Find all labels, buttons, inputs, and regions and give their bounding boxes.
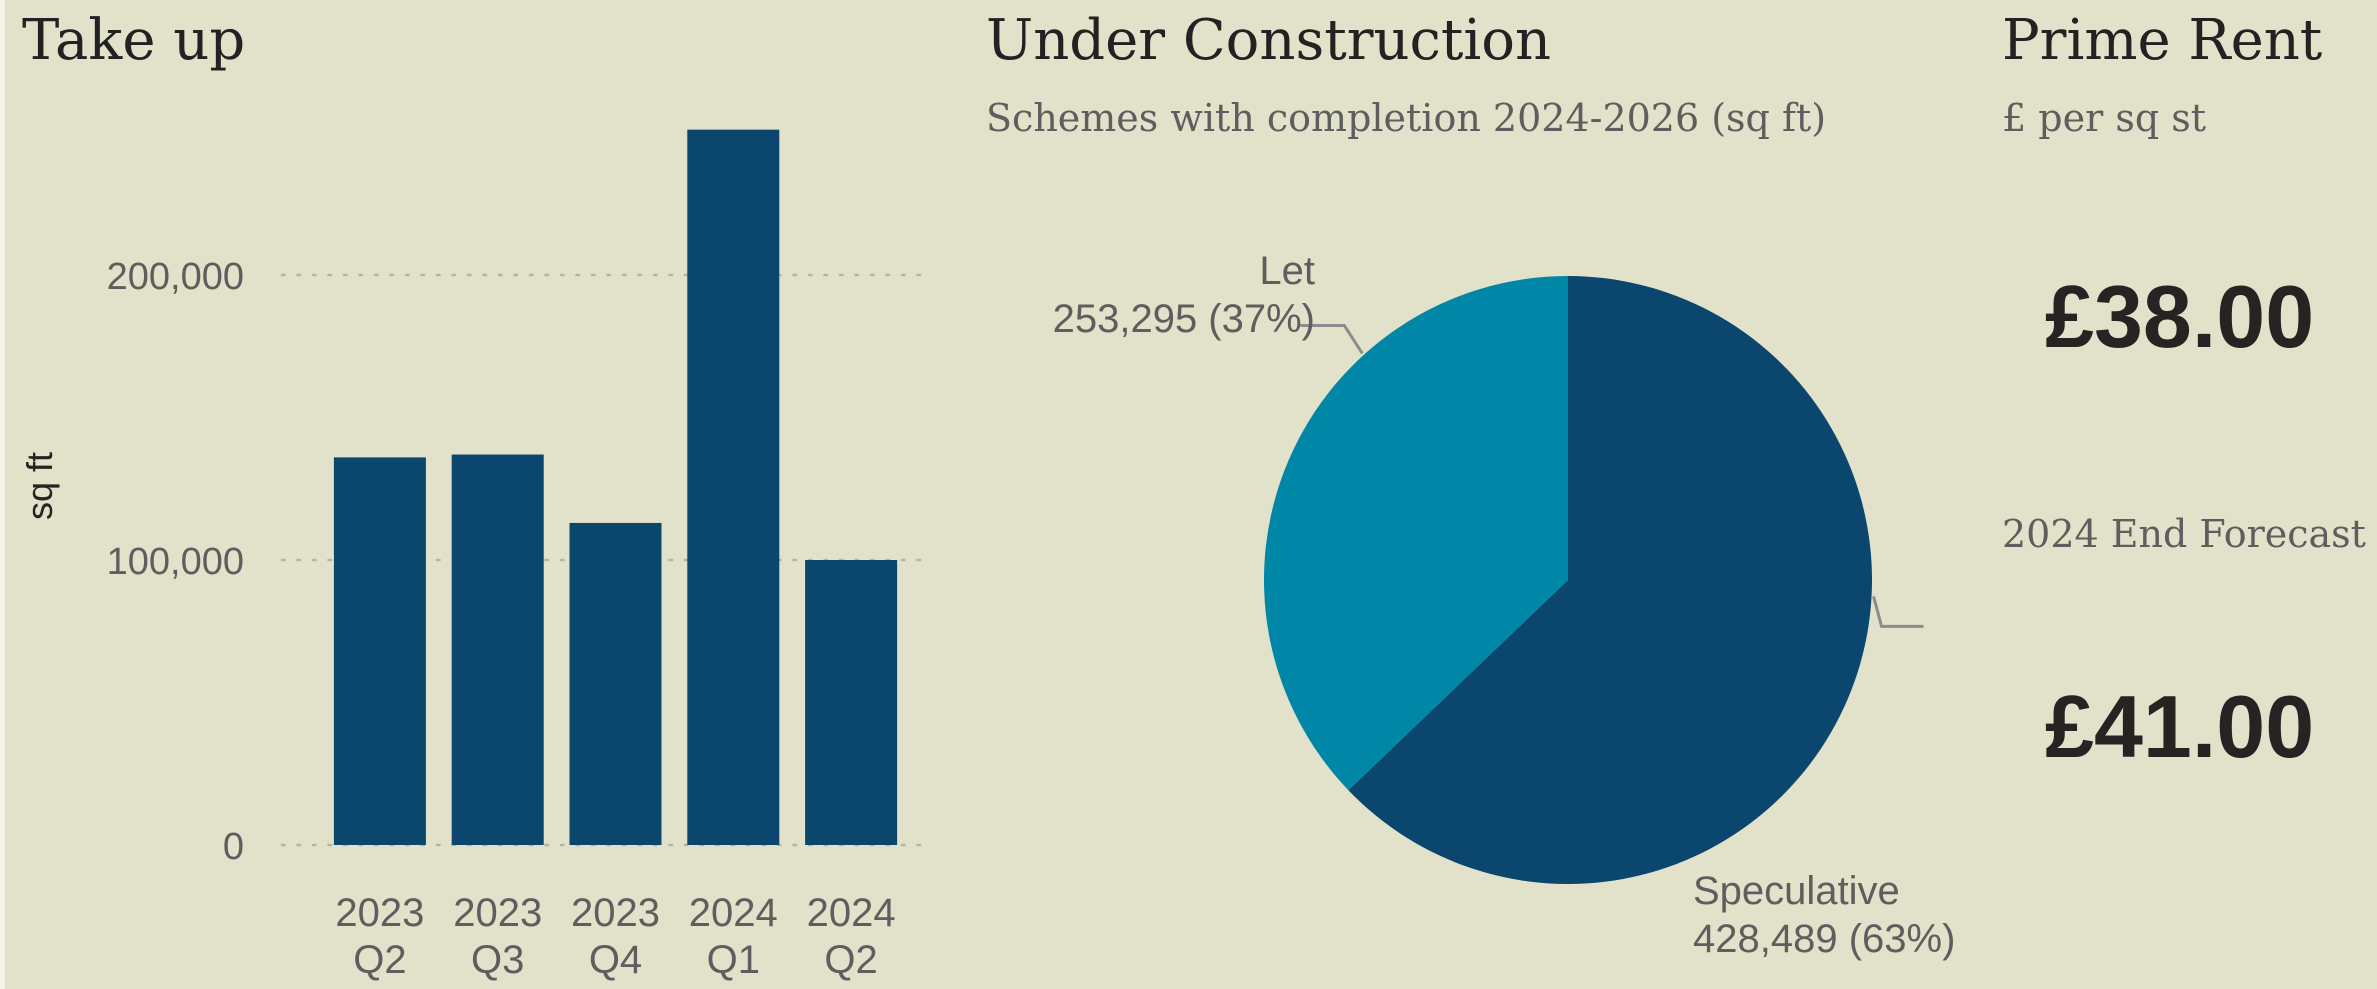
prime-rent-current-value: £38.00 [2045,267,2315,366]
x-tick-label: Q2 [824,938,877,982]
x-tick-label: 2024 [807,891,896,935]
leader-line [1300,323,1364,355]
slice-label: Speculative [1693,869,1900,913]
x-tick-label: Q2 [353,938,406,982]
forecast-label: 2024 End Forecast [2002,512,2366,556]
x-tick-label: 2023 [335,891,424,935]
x-tick-label: 2024 [689,891,778,935]
leader-line [1872,596,1924,628]
bar[interactable] [569,522,662,845]
x-tick-label: Q4 [589,938,642,982]
slice-value-label: 253,295 (37%) [1053,297,1315,341]
bar[interactable] [451,454,544,845]
x-tick-label: 2023 [453,891,542,935]
take-up-title: Take up [22,8,246,73]
x-tick-label: Q3 [471,938,524,982]
under-construction-title: Under Construction [986,8,1552,73]
slice-label: Let [1259,249,1315,293]
bar[interactable] [687,129,780,845]
x-tick-label: Q1 [707,938,760,982]
pie-slice[interactable] [1264,276,1568,791]
bar[interactable] [333,457,426,845]
prime-rent-title: Prime Rent [2002,8,2323,73]
y-axis-label: sq ft [19,452,60,520]
x-tick-label: 2023 [571,891,660,935]
y-tick-label: 200,000 [107,256,244,298]
left-edge-strip [0,0,5,989]
bar[interactable] [805,560,898,845]
prime-rent-subtitle: £ per sq st [2002,96,2206,140]
slice-value-label: 428,489 (63%) [1693,917,1955,961]
prime-rent-forecast-value: £41.00 [2045,677,2315,776]
y-tick-label: 100,000 [107,541,244,583]
under-construction-subtitle: Schemes with completion 2024-2026 (sq ft… [986,96,1827,140]
pie-slice[interactable] [1348,276,1872,884]
y-tick-label: 0 [223,826,244,868]
